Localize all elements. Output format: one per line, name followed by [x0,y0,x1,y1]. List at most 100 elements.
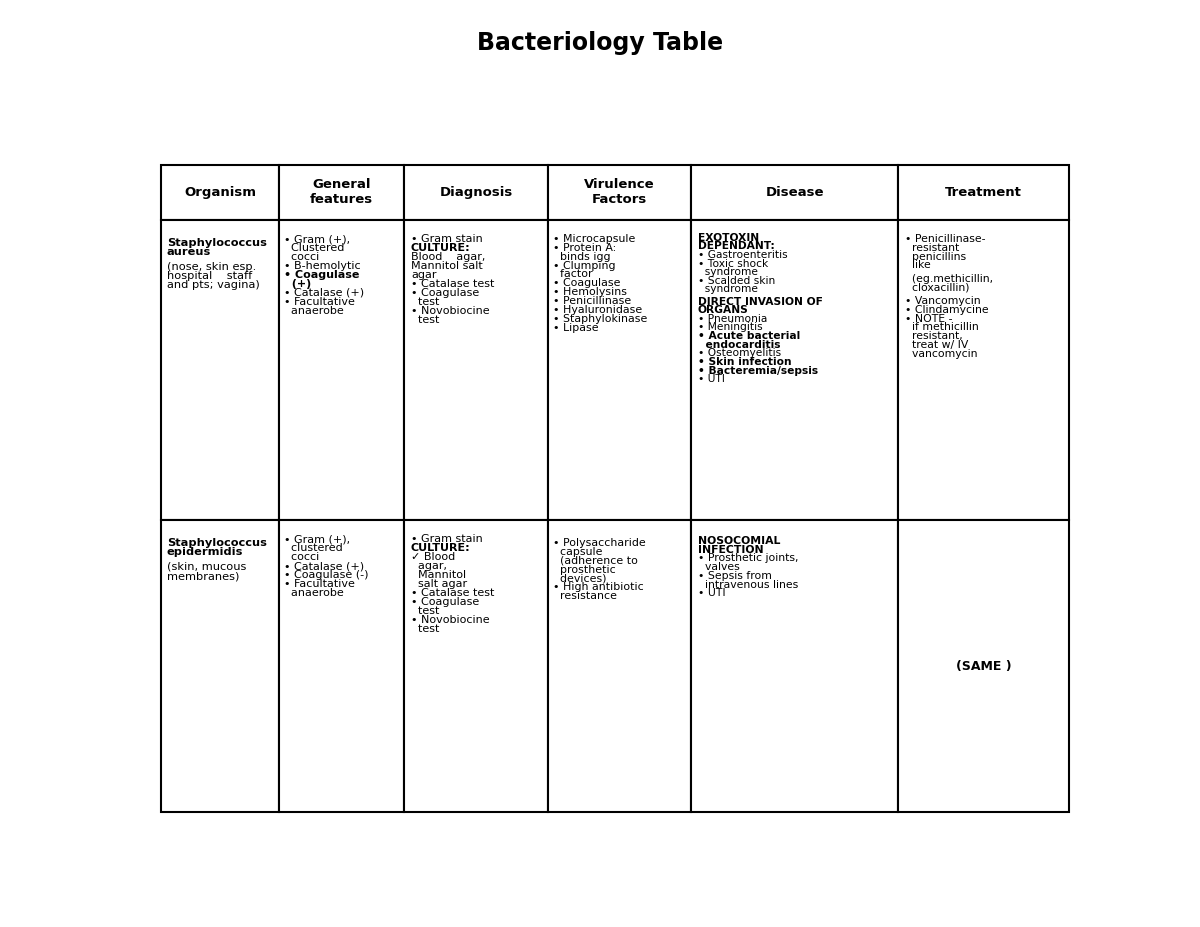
Text: • Facultative: • Facultative [284,579,355,590]
Bar [691,520,898,812]
Bar [691,220,898,520]
Text: salt agar: salt agar [410,579,467,590]
Text: • Penicillinase-: • Penicillinase- [905,235,985,244]
Text: General
features: General features [311,178,373,207]
Text: • Skin infection: • Skin infection [697,357,791,367]
Text: capsule: capsule [553,547,602,557]
Text: Treatment: Treatment [946,185,1022,198]
Text: Staphylococcus: Staphylococcus [167,237,266,248]
Text: hospital    staff: hospital staff [167,271,252,281]
Text: Organism: Organism [184,185,256,198]
Text: epidermidis: epidermidis [167,547,244,557]
Text: • Penicillinase: • Penicillinase [553,296,631,306]
Text: cloxacillin): cloxacillin) [905,283,970,293]
Text: Mannitol salt: Mannitol salt [410,261,482,271]
Text: INFECTION: INFECTION [697,545,763,554]
Text: Virulence
Factors: Virulence Factors [584,178,655,207]
Text: • Pneumonia: • Pneumonia [697,313,767,324]
Text: • Catalase (+): • Catalase (+) [284,288,364,298]
Text: • Lipase: • Lipase [553,323,599,333]
Text: • Protein A:: • Protein A: [553,243,617,253]
Text: resistant,: resistant, [905,331,962,341]
Text: • Coagulase: • Coagulase [410,288,479,298]
Text: syndrome: syndrome [697,267,757,277]
Text: (skin, mucous: (skin, mucous [167,562,246,572]
Text: agar,: agar, [410,562,446,571]
Text: vancomycin: vancomycin [905,349,977,359]
Text: (adherence to: (adherence to [553,556,638,565]
Bar [280,220,404,520]
Text: test: test [410,606,439,616]
Text: Mannitol: Mannitol [410,570,466,580]
Text: • UTI: • UTI [697,375,725,384]
Text: Disease: Disease [766,185,824,198]
Text: and pts; vagina): and pts; vagina) [167,280,259,290]
Text: • Catalase test: • Catalase test [410,279,494,289]
Text: (+): (+) [284,279,311,289]
Text: • Scalded skin: • Scalded skin [697,276,775,286]
Bar [898,220,1069,520]
Text: if methicillin: if methicillin [905,323,978,333]
Text: • Sepsis from: • Sepsis from [697,571,772,581]
Text: clustered: clustered [284,543,342,553]
Text: • Clindamycine: • Clindamycine [905,305,989,315]
Text: prosthetic: prosthetic [553,565,616,575]
Text: • Coagulase: • Coagulase [410,597,479,607]
Bar [280,520,404,812]
Bar [404,520,548,812]
Text: • Facultative: • Facultative [284,297,355,307]
Bar [280,165,404,220]
Text: valves: valves [697,562,739,572]
Text: NOSOCOMIAL: NOSOCOMIAL [697,536,780,546]
Text: • Bacteremia/sepsis: • Bacteremia/sepsis [697,365,818,375]
Text: (nose, skin esp.: (nose, skin esp. [167,261,256,272]
Text: • Coagulase (-): • Coagulase (-) [284,570,368,580]
Text: anaerobe: anaerobe [284,589,343,598]
Text: DIRECT INVASION OF: DIRECT INVASION OF [697,297,823,307]
Text: Clustered: Clustered [284,243,344,253]
Text: endocarditis: endocarditis [697,339,780,349]
Text: cocci: cocci [284,552,319,563]
Text: cocci: cocci [284,252,319,262]
Text: • Polysaccharide: • Polysaccharide [553,538,646,548]
Text: EXOTOXIN: EXOTOXIN [697,233,758,243]
Text: • Meningitis: • Meningitis [697,323,762,333]
Bar [161,165,280,220]
Text: • Microcapsule: • Microcapsule [553,235,636,244]
Text: • Staphylokinase: • Staphylokinase [553,313,648,324]
Text: test: test [410,297,439,307]
Text: test: test [410,315,439,324]
Text: test: test [410,624,439,634]
Text: (SAME ): (SAME ) [955,660,1012,673]
Text: • Catalase test: • Catalase test [410,589,494,598]
Bar [548,520,691,812]
Text: • High antibiotic: • High antibiotic [553,582,644,592]
Text: Diagnosis: Diagnosis [439,185,512,198]
Text: • Clumping: • Clumping [553,260,616,271]
Text: DEPENDANT:: DEPENDANT: [697,241,774,251]
Text: • Vancomycin: • Vancomycin [905,296,980,306]
Text: ✓ Blood: ✓ Blood [410,552,455,563]
Bar [691,165,898,220]
Text: like: like [905,260,930,271]
Text: • NOTE -: • NOTE - [905,313,953,324]
Text: anaerobe: anaerobe [284,306,343,316]
Text: membranes): membranes) [167,571,239,581]
Text: • Prosthetic joints,: • Prosthetic joints, [697,553,798,564]
Text: • Hyaluronidase: • Hyaluronidase [553,305,643,315]
Bar [548,220,691,520]
Text: • Coagulase: • Coagulase [553,278,620,288]
Text: • Hemolysins: • Hemolysins [553,287,628,298]
Text: Bacteriology Table: Bacteriology Table [476,31,724,55]
Text: syndrome: syndrome [697,285,757,295]
Text: binds igg: binds igg [553,252,611,261]
Bar [898,165,1069,220]
Text: ORGANS: ORGANS [697,305,749,315]
Text: • Acute bacterial: • Acute bacterial [697,331,800,341]
Bar [898,520,1069,812]
Text: devices): devices) [553,574,607,583]
Text: • Gram (+),: • Gram (+), [284,235,350,244]
Text: penicillins: penicillins [905,251,966,261]
Text: • Novobiocine: • Novobiocine [410,616,490,625]
Text: • B-hemolytic: • B-hemolytic [284,261,360,271]
